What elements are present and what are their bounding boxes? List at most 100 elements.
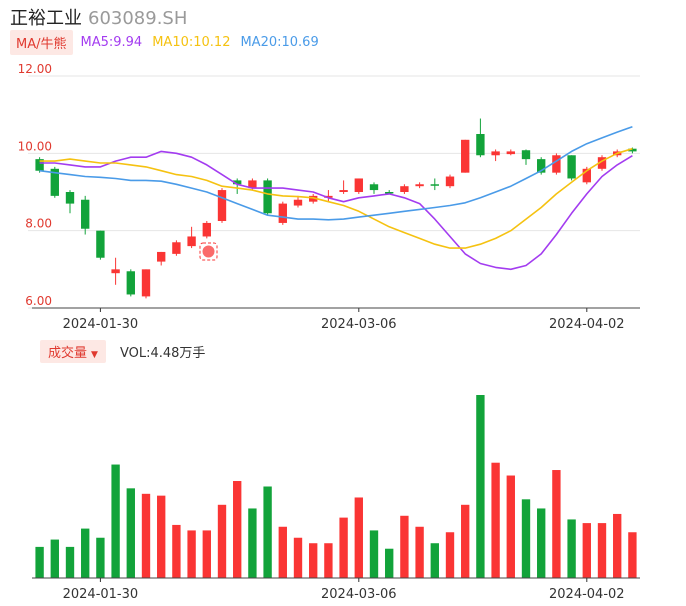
candle-body-19 xyxy=(324,195,333,198)
marker-frame xyxy=(199,242,218,261)
candle-body-26 xyxy=(430,184,439,186)
volume-bar-25 xyxy=(415,526,424,578)
volume-bar-2 xyxy=(65,546,75,578)
volume-bar-35 xyxy=(567,519,576,578)
ma-legend: MA/牛熊 MA5:9.94 MA10:10.12 MA20:10.69 xyxy=(10,29,329,55)
volume-bar-13 xyxy=(233,481,242,578)
volume-bar-6 xyxy=(126,488,135,578)
candle-body-16 xyxy=(278,203,287,223)
volume-bar-39 xyxy=(628,532,637,578)
y-tick-label-2: 8.00 xyxy=(25,217,52,231)
volume-bar-7 xyxy=(141,493,151,578)
volume-bar-34 xyxy=(552,470,561,578)
candle-body-4 xyxy=(96,230,105,258)
volume-bar-5 xyxy=(111,464,120,578)
ma10-legend-label: MA10:10.12 xyxy=(152,34,231,50)
volume-bar-14 xyxy=(248,508,257,578)
price-x-tick-label-1: 2024-03-06 xyxy=(321,317,397,332)
stock-name: 正裕工业 xyxy=(10,8,82,29)
volume-bar-1 xyxy=(50,539,59,578)
price-y-axis: 12.00 10.00 8.00 6.00 xyxy=(18,62,52,308)
ma5-legend-label: MA5:9.94 xyxy=(80,34,143,50)
candle-body-7 xyxy=(141,269,151,297)
candle-body-33 xyxy=(537,159,546,173)
caret-down-icon: ▼ xyxy=(91,349,98,360)
candle-body-15 xyxy=(263,180,272,214)
ma5-line xyxy=(39,150,633,271)
volume-bar-12 xyxy=(217,504,227,578)
candle-body-30 xyxy=(491,151,500,156)
ma20-line xyxy=(39,125,633,221)
volume-bar-19 xyxy=(324,543,333,578)
candle-body-3 xyxy=(81,199,90,229)
volume-indicator-dropdown[interactable]: 成交量 ▼ xyxy=(40,339,106,363)
volume-bar-20 xyxy=(339,517,348,578)
candle-body-21 xyxy=(354,178,363,192)
candle-body-2 xyxy=(65,192,75,204)
volume-bar-8 xyxy=(157,495,166,578)
volume-bar-24 xyxy=(400,515,409,578)
price-x-tick-label-0: 2024-01-30 xyxy=(63,317,139,332)
volume-x-tick-label-1: 2024-03-06 xyxy=(321,587,397,602)
volume-bar-36 xyxy=(582,523,591,578)
volume-bar-10 xyxy=(187,530,196,578)
ma-toggle-button[interactable]: MA/牛熊 xyxy=(10,29,73,55)
volume-x-tick-label-2: 2024-04-02 xyxy=(549,587,625,602)
candle-body-0 xyxy=(35,159,44,171)
candle-body-31 xyxy=(506,151,515,155)
candle-body-14 xyxy=(248,180,257,189)
candle-body-5 xyxy=(111,269,120,274)
y-tick-label-0: 12.00 xyxy=(18,62,52,76)
candle-body-1 xyxy=(50,168,59,196)
candle-body-18 xyxy=(309,195,318,202)
candle-body-6 xyxy=(126,271,135,295)
candle-body-32 xyxy=(521,150,531,160)
volume-bar-11 xyxy=(202,530,211,578)
volume-bar-17 xyxy=(293,537,303,578)
y-tick-label-1: 10.00 xyxy=(18,139,52,153)
candlestick-series xyxy=(35,118,637,299)
volume-bar-37 xyxy=(597,523,607,578)
volume-bar-21 xyxy=(354,497,363,578)
volume-bar-31 xyxy=(506,475,515,578)
candle-body-13 xyxy=(233,180,242,185)
volume-bar-16 xyxy=(278,526,287,578)
price-grid xyxy=(28,75,640,309)
candle-body-36 xyxy=(582,168,591,183)
volume-bar-38 xyxy=(613,513,622,578)
candle-body-11 xyxy=(202,222,211,237)
price-x-axis: 2024-01-30 2024-03-06 2024-04-02 xyxy=(32,307,640,332)
candle-body-39 xyxy=(628,148,637,152)
volume-legend: 成交量 ▼ VOL:4.48万手 xyxy=(40,339,206,363)
volume-bar-27 xyxy=(445,532,455,578)
volume-bar-4 xyxy=(96,537,105,578)
volume-series xyxy=(35,395,637,578)
volume-bar-29 xyxy=(476,395,485,578)
volume-bar-3 xyxy=(81,528,90,578)
volume-bar-9 xyxy=(172,524,181,578)
volume-bar-15 xyxy=(263,486,272,578)
candle-body-23 xyxy=(385,192,394,194)
moving-average-lines xyxy=(39,125,633,271)
volume-toggle-label: 成交量 xyxy=(48,345,88,361)
candle-body-17 xyxy=(293,199,303,206)
stock-title: 正裕工业 603089.SH xyxy=(10,4,187,30)
volume-x-tick-label-0: 2024-01-30 xyxy=(63,587,139,602)
volume-value-label: VOL:4.48万手 xyxy=(119,345,206,361)
candle-body-27 xyxy=(445,176,455,187)
ma20-legend-label: MA20:10.69 xyxy=(240,34,319,50)
volume-bar-26 xyxy=(430,543,439,578)
volume-bar-0 xyxy=(35,546,44,578)
volume-bar-28 xyxy=(461,504,470,578)
bull-marker-icon xyxy=(202,245,215,258)
ma10-line xyxy=(39,147,633,249)
candle-body-37 xyxy=(597,157,607,169)
candle-body-8 xyxy=(157,251,166,262)
candle-body-12 xyxy=(217,190,227,221)
volume-bar-18 xyxy=(309,543,318,578)
bull-bear-marker[interactable] xyxy=(199,242,218,261)
candle-body-10 xyxy=(187,236,196,247)
volume-x-axis: 2024-01-30 2024-03-06 2024-04-02 xyxy=(32,577,640,602)
candle-body-24 xyxy=(400,186,409,192)
